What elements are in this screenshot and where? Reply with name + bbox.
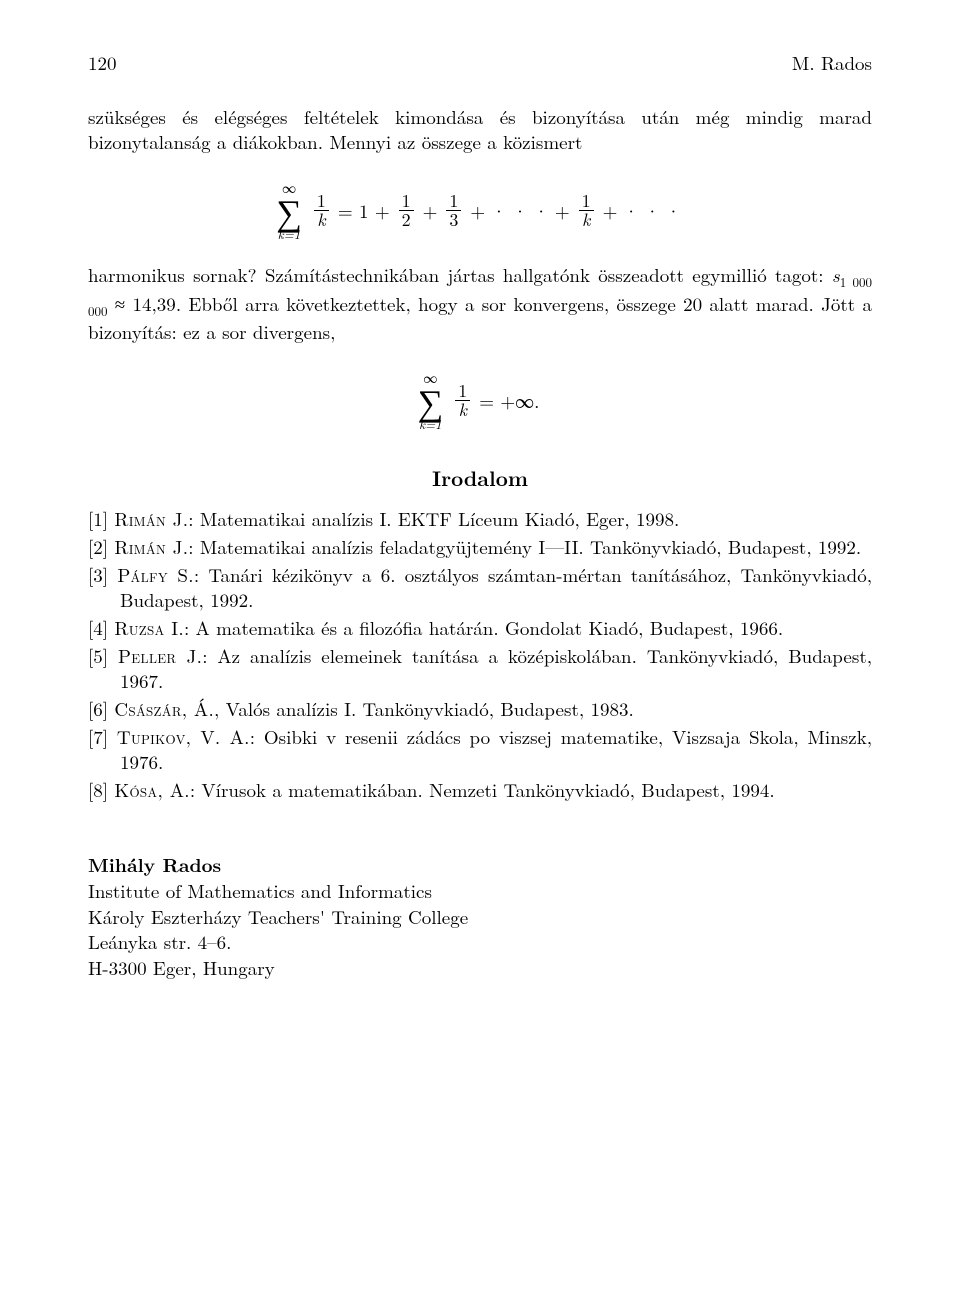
author-name: Mihály Rados — [88, 852, 872, 878]
para-text: . Ebből arra következtettek, hogy a sor … — [88, 290, 872, 345]
bib-text: : Az analízis elemeinek tanítása a közép… — [120, 642, 872, 695]
sigma-icon: ∑ — [418, 385, 444, 417]
fraction-1-over-k-2: 1 k — [579, 192, 594, 229]
sum-lower-limit: k=1 — [276, 227, 302, 240]
bib-author: Kósa, A. — [114, 776, 189, 803]
frac-den: 2 — [399, 210, 414, 229]
eq-text: = 1 + — [338, 198, 390, 224]
bib-author: Peller J. — [118, 642, 202, 669]
running-header: 120 M. Rados — [88, 50, 872, 76]
sum-lower-limit: k=1 — [418, 417, 444, 430]
frac-den: 3 — [446, 210, 461, 229]
bib-item: [5] Peller J.: Az analízis elemeinek tan… — [88, 643, 872, 694]
bibliography-title: Irodalom — [88, 464, 872, 492]
page: 120 M. Rados szükséges és elégséges felt… — [0, 0, 960, 1314]
affil-line: Károly Eszterházy Teachers' Training Col… — [88, 904, 872, 930]
bib-author: Ruzsa I. — [114, 614, 184, 641]
bib-num: [3] — [88, 561, 108, 588]
bib-item: [1] Rimán J.: Matematikai analízis I. EK… — [88, 506, 872, 532]
bib-text: : Matematikai analízis I. EKTF Líceum Ki… — [188, 505, 679, 532]
fraction-1-over-k: 1 k — [314, 192, 329, 229]
plus-sign: + — [423, 198, 438, 224]
bib-author: Tupikov, V. A. — [117, 723, 250, 750]
bib-text: : Tanári kézikönyv a 6. osztályos számta… — [120, 561, 872, 614]
bib-author: Rimán J. — [114, 533, 188, 560]
variable-s: s — [832, 261, 840, 288]
bib-item: [2] Rimán J.: Matematikai analízis felad… — [88, 534, 872, 560]
bib-text: : A matematika és a filozófia határán. G… — [184, 614, 783, 641]
paragraph-1: szükséges és elégséges feltételek kimond… — [88, 104, 872, 155]
approx-value: ≈ 14,39 — [108, 290, 176, 317]
bib-num: [1] — [88, 505, 108, 532]
affil-line: Leányka str. 4–6. — [88, 929, 872, 955]
equation-divergence: ∞ ∑ k=1 1 k = +∞. — [88, 363, 872, 430]
bib-num: [5] — [88, 642, 108, 669]
bib-num: [8] — [88, 776, 108, 803]
page-number: 120 — [88, 50, 117, 76]
fraction-1-over-2: 1 2 — [399, 192, 414, 229]
affil-line: H-3300 Eger, Hungary — [88, 955, 872, 981]
summation-symbol: ∞ ∑ k=1 — [418, 371, 444, 430]
bib-text: , Valós analízis I. Tankönyvkiadó, Budap… — [214, 695, 634, 722]
bib-item: [3] Pálfy S.: Tanári kézikönyv a 6. oszt… — [88, 562, 872, 613]
bib-num: [4] — [88, 614, 108, 641]
bib-text: : Vírusok a matematikában. Nemzeti Tankö… — [190, 776, 775, 803]
author-affiliation: Mihály Rados Institute of Mathematics an… — [88, 852, 872, 980]
fraction-1-over-3: 1 3 — [446, 192, 461, 229]
bib-text: : Matematikai analízis feladatgyüjtemény… — [188, 533, 861, 560]
bib-author: Pálfy S. — [117, 561, 194, 588]
bibliography-list: [1] Rimán J.: Matematikai analízis I. EK… — [88, 506, 872, 802]
bib-num: [7] — [88, 723, 108, 750]
frac-den: k — [579, 210, 594, 229]
running-head-author: M. Rados — [792, 50, 872, 76]
bib-author: Császár, Á. — [114, 695, 214, 722]
bib-item: [6] Császár, Á., Valós analízis I. Tankö… — [88, 696, 872, 722]
fraction-1-over-k: 1 k — [455, 382, 470, 419]
dots-trailing: + · · · — [603, 198, 681, 224]
dots: + · · · + — [470, 198, 569, 224]
sigma-icon: ∑ — [276, 195, 302, 227]
paragraph-2: harmonikus sornak? Számítástechnikában j… — [88, 262, 872, 344]
bib-item: [4] Ruzsa I.: A matematika és a filozófi… — [88, 615, 872, 641]
bib-item: [7] Tupikov, V. A.: Osibki v resenii zád… — [88, 724, 872, 775]
affil-line: Institute of Mathematics and Informatics — [88, 878, 872, 904]
bib-author: Rimán J. — [114, 505, 188, 532]
para-text: harmonikus sornak? Számítástechnikában j… — [88, 261, 832, 288]
eq-rhs: = +∞. — [479, 388, 539, 414]
equation-harmonic-series: ∞ ∑ k=1 1 k = 1 + 1 2 + 1 3 + · · · + 1 … — [88, 173, 872, 240]
bib-item: [8] Kósa, A.: Vírusok a matematikában. N… — [88, 777, 872, 803]
bib-num: [2] — [88, 533, 108, 560]
bib-num: [6] — [88, 695, 108, 722]
summation-symbol: ∞ ∑ k=1 — [276, 181, 302, 240]
